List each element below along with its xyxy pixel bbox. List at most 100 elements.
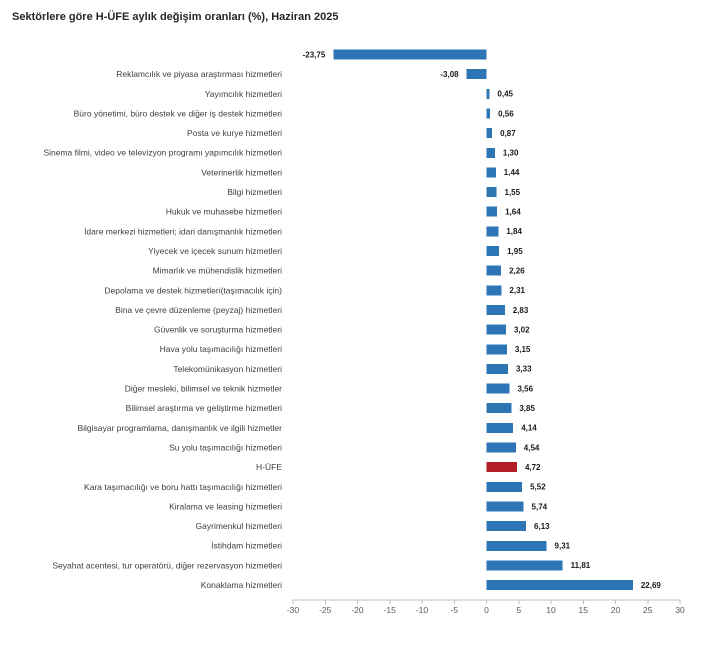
x-tick-label-12: 25 [643, 605, 653, 615]
x-tick-label-3: -20 [351, 605, 364, 615]
category-label-27: Seyahat acentesi, tur operatörü, diğer r… [52, 560, 282, 570]
value-label-15: 3,02 [514, 325, 530, 334]
bar-17 [486, 363, 508, 374]
value-label-14: 2,83 [513, 306, 529, 315]
bars-group [333, 49, 633, 591]
category-label-10: İdare merkezi hizmetleri; idari danışman… [84, 226, 282, 236]
bar-3 [486, 88, 490, 99]
bar-4 [486, 108, 491, 119]
x-tick-label-5: -10 [416, 605, 429, 615]
category-label-9: Hukuk ve muhasebe hizmetleri [166, 207, 282, 217]
bar-14 [486, 304, 505, 315]
category-label-8: Bilgi hizmetleri [227, 187, 282, 197]
x-tick-label-2: -25 [319, 605, 332, 615]
bar-16 [486, 344, 507, 355]
category-label-24: Kiralama ve leasing hizmetleri [169, 501, 282, 511]
bar-20 [486, 422, 514, 433]
bar-26 [486, 540, 547, 551]
value-label-13: 2,31 [509, 286, 525, 295]
value-label-25: 6,13 [534, 522, 550, 531]
x-tick-label-1: -30 [287, 605, 300, 615]
bar-6 [486, 147, 495, 158]
bar-2 [466, 69, 487, 80]
bar-24 [486, 501, 524, 512]
bar-8 [486, 187, 497, 198]
bar-12 [486, 265, 502, 276]
category-label-21: Su yolu taşımacılığı hizmetleri [169, 442, 282, 452]
value-label-19: 3,85 [519, 404, 535, 413]
bar-27 [486, 560, 563, 571]
category-label-2: Reklamcılık ve piyasa araştırması hizmet… [116, 69, 282, 79]
value-labels-group: -23,75 -3,08 0,45 0,56 0,87 1,30 1,44 1,55 1,64 1… [303, 50, 662, 590]
value-label-22: 4,72 [525, 463, 541, 472]
value-label-18: 3,56 [517, 384, 533, 393]
x-tick-label-10: 15 [579, 605, 589, 615]
category-label-7: Veterinerlik hizmetleri [201, 167, 282, 177]
bar-23 [486, 481, 523, 492]
value-label-11: 1,95 [507, 247, 523, 256]
category-label-19: Bilimsel araştırma ve geliştirme hizmetl… [126, 403, 282, 413]
category-label-14: Bina ve çevre düzenleme (peyzaj) hizmetl… [115, 305, 282, 315]
value-label-12: 2,26 [509, 266, 525, 275]
category-label-3: Yayımcılık hizmetleri [205, 89, 282, 99]
value-label-21: 4,54 [524, 443, 540, 452]
category-label-13: Depolama ve destek hizmetleri(taşımacılı… [104, 285, 282, 295]
bar-22 [486, 462, 517, 473]
x-axis: -30 -25 -20 -15 -10 -5 0 5 10 15 20 25 30 [287, 599, 685, 615]
category-label-15: Güvenlik ve soruşturma hizmetleri [154, 325, 282, 335]
value-label-7: 1,44 [504, 168, 520, 177]
value-label-4: 0,56 [498, 109, 514, 118]
bar-10 [486, 226, 499, 237]
bar-15 [486, 324, 506, 335]
value-label-24: 5,74 [532, 502, 548, 511]
bar-25 [486, 521, 527, 532]
bar-9 [486, 206, 498, 217]
category-label-5: Posta ve kurye hizmetleri [187, 128, 282, 138]
value-label-26: 9,31 [555, 542, 571, 551]
category-label-25: Gayrimenkul hizmetleri [196, 521, 283, 531]
bar-5 [486, 128, 493, 139]
bar-28 [486, 580, 633, 591]
value-label-28: 22,69 [641, 581, 662, 590]
category-labels-group: Reklamcılık ve piyasa araştırması hizmet… [43, 69, 282, 590]
x-tick-label-13: 30 [675, 605, 685, 615]
category-label-28: Konaklama hizmetleri [201, 580, 282, 590]
category-label-17: Telekomünikasyon hizmetleri [173, 364, 282, 374]
bar-11 [486, 246, 500, 256]
value-label-9: 1,64 [505, 208, 521, 217]
x-tick-label-4: -15 [384, 605, 397, 615]
category-label-26: İstihdam hizmetleri [211, 541, 282, 551]
bar-21 [486, 442, 516, 453]
x-tick-label-6: -5 [450, 605, 458, 615]
category-label-6: Sinema filmi, video ve televizyon progra… [43, 148, 282, 158]
value-label-2: -3,08 [440, 70, 459, 79]
value-label-27: 11,81 [571, 561, 591, 570]
value-label-10: 1,84 [506, 227, 522, 236]
value-label-5: 0,87 [500, 129, 516, 138]
value-label-17: 3,33 [516, 365, 532, 374]
category-label-23: Kara taşımacılığı ve boru hattı taşımacı… [84, 482, 282, 492]
value-label-20: 4,14 [521, 424, 537, 433]
category-label-12: Mimarlık ve mühendislik hizmetleri [153, 266, 283, 276]
bar-7 [486, 167, 496, 178]
category-label-4: Büro yönetimi, büro destek ve diğer iş d… [74, 108, 282, 118]
category-label-20: Bilgisayar programlama, danışmanlık ve i… [77, 423, 282, 433]
bar-19 [486, 403, 512, 414]
category-label-16: Hava yolu taşımacılığı hizmetleri [160, 344, 282, 354]
bar-18 [486, 383, 510, 394]
value-label-6: 1,30 [503, 149, 519, 158]
value-label-8: 1,55 [505, 188, 521, 197]
value-label-16: 3,15 [515, 345, 531, 354]
category-label-11: Yiyecek ve içecek sunum hizmetleri [148, 246, 282, 256]
x-tick-label-11: 20 [611, 605, 621, 615]
value-label-3: 0,45 [497, 90, 513, 99]
x-tick-label-8: 5 [516, 605, 521, 615]
bar-1 [333, 49, 487, 60]
value-label-1: -23,75 [303, 50, 326, 59]
chart-title: Sektörlere göre H-ÜFE aylık değişim oran… [12, 11, 339, 23]
x-tick-label-9: 10 [546, 605, 556, 615]
category-label-22: H-ÜFE [256, 462, 282, 472]
bar-13 [486, 285, 502, 296]
